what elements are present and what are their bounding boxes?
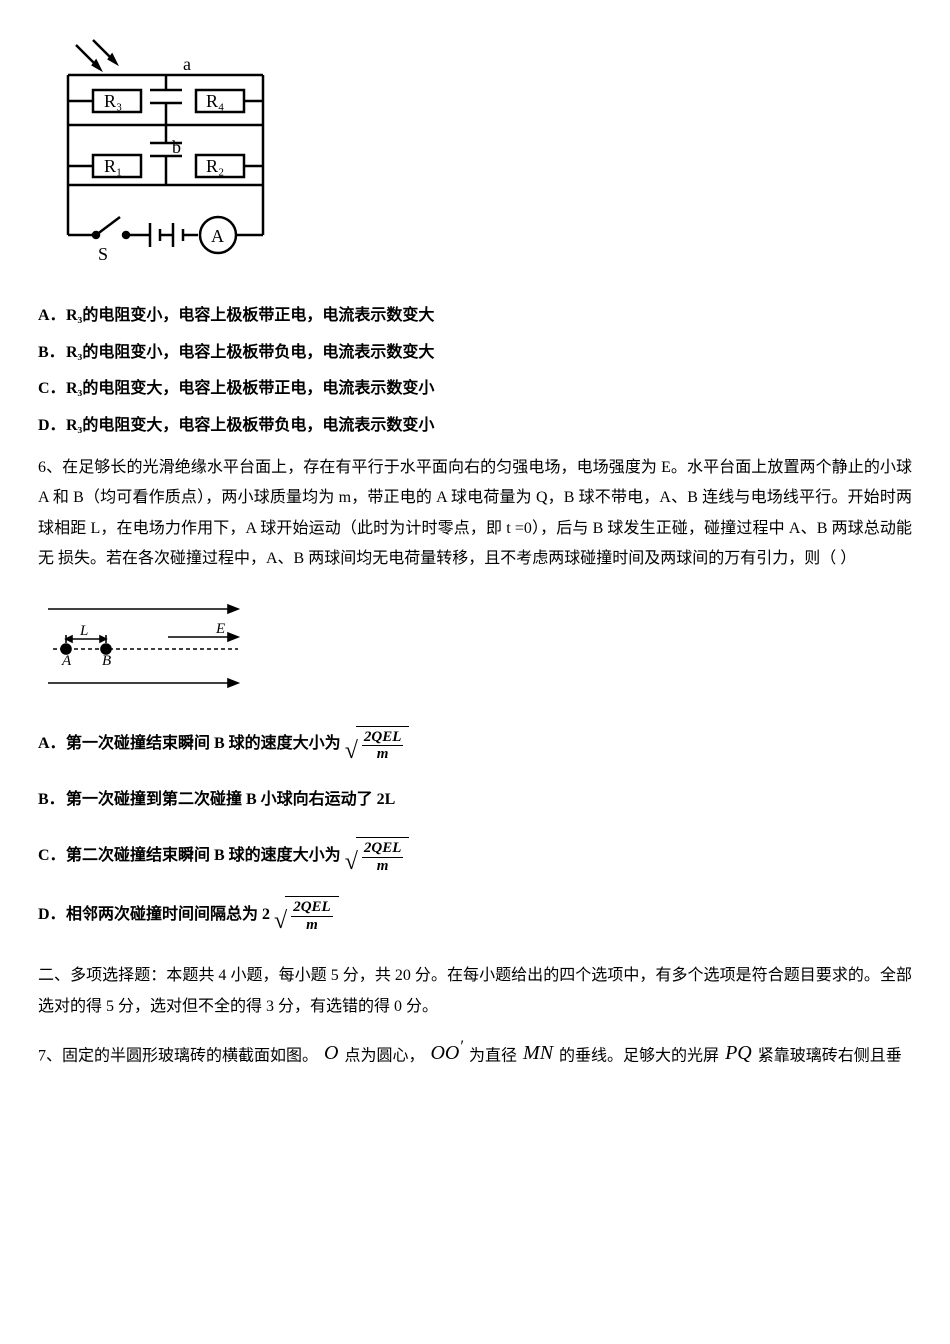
q5-option-a: A．R₃的电阻变小，电容上极板带正电，电流表示数变大 <box>38 301 912 331</box>
q7-O: O <box>324 1042 338 1064</box>
q6-option-d-label: D． <box>38 900 66 930</box>
section-2-heading: 二、多项选择题：本题共 4 小题，每小题 5 分，共 20 分。在每小题给出的四… <box>38 961 912 1022</box>
q7-p4: 紧靠玻璃砖右侧且垂 <box>758 1048 902 1065</box>
q7-OO: OO′ <box>430 1042 463 1064</box>
q6-option-a: A． 第一次碰撞结束瞬间 B 球的速度大小为 √ 2QEL m <box>38 726 912 763</box>
q7-stem: 7、固定的半圆形玻璃砖的横截面如图。 O 点为圆心， OO′ 为直径 MN 的垂… <box>38 1030 912 1072</box>
q5-option-d: D．R₃的电阻变大，电容上极板带负电，电流表示数变小 <box>38 411 912 441</box>
q5-option-d-text: R₃的电阻变大，电容上极板带负电，电流表示数变小 <box>66 417 434 434</box>
q6-option-b-text: 第一次碰撞到第二次碰撞 B 小球向右运动了 2L <box>66 785 395 815</box>
q5-option-d-label: D． <box>38 411 66 441</box>
q6-option-b: B． 第一次碰撞到第二次碰撞 B 小球向右运动了 2L <box>38 785 912 815</box>
q5-option-c: C．R₃的电阻变大，电容上极板带正电，电流表示数变小 <box>38 374 912 404</box>
circuit-diagram: R₃ R₄ R₁ R₂ a b S A <box>38 35 912 276</box>
q6-a-numer: 2QEL <box>362 729 404 747</box>
q5-option-a-label: A． <box>38 301 66 331</box>
q6-d-denom: m <box>304 917 320 934</box>
q6-fig-e: E <box>215 621 225 637</box>
circuit-r4-label: R₄ <box>206 91 224 111</box>
sqrt-expression: √ 2QEL m <box>345 837 410 874</box>
q6-fig-l: L <box>79 623 88 639</box>
q6-option-a-label: A． <box>38 729 66 759</box>
q6-c-numer: 2QEL <box>362 840 404 858</box>
q5-option-b: B．R₃的电阻变小，电容上极板带负电，电流表示数变大 <box>38 338 912 368</box>
q5-option-c-text: R₃的电阻变大，电容上极板带正电，电流表示数变小 <box>66 380 434 397</box>
q6-diagram: L E A B <box>38 593 912 704</box>
q6-option-c: C． 第二次碰撞结束瞬间 B 球的速度大小为 √ 2QEL m <box>38 837 912 874</box>
q6-option-d-prefix: 相邻两次碰撞时间间隔总为 2 <box>66 900 270 930</box>
q6-option-d: D． 相邻两次碰撞时间间隔总为 2 √ 2QEL m <box>38 896 912 933</box>
q6-option-b-label: B． <box>38 785 66 815</box>
q6-option-a-prefix: 第一次碰撞结束瞬间 B 球的速度大小为 <box>66 729 341 759</box>
q6-a-denom: m <box>375 746 391 763</box>
q6-stem: 6、在足够长的光滑绝缘水平台面上，存在有平行于水平面向右的匀强电场，电场强度为 … <box>38 453 912 575</box>
sqrt-expression: √ 2QEL m <box>274 896 339 933</box>
q5-option-c-label: C． <box>38 374 66 404</box>
q7-PQ: PQ <box>725 1042 752 1064</box>
q5-option-b-label: B． <box>38 338 66 368</box>
q6-option-c-prefix: 第二次碰撞结束瞬间 B 球的速度大小为 <box>66 841 341 871</box>
circuit-b-label: b <box>172 137 181 157</box>
sqrt-expression: √ 2QEL m <box>345 726 410 763</box>
q6-fig-b: B <box>102 653 111 669</box>
circuit-r3-label: R₃ <box>104 91 122 111</box>
circuit-r1-label: R₁ <box>104 156 122 176</box>
circuit-ammeter-label: A <box>211 226 224 246</box>
q6-d-numer: 2QEL <box>291 899 333 917</box>
q6-option-c-label: C． <box>38 841 66 871</box>
q5-option-a-text: R₃的电阻变小，电容上极板带正电，电流表示数变大 <box>66 307 434 324</box>
q7-p3: 的垂线。足够大的光屏 <box>559 1048 719 1065</box>
q7-p1: 点为圆心， <box>344 1048 424 1065</box>
q5-option-b-text: R₃的电阻变小，电容上极板带负电，电流表示数变大 <box>66 344 434 361</box>
q7-MN: MN <box>523 1042 553 1064</box>
circuit-s-label: S <box>98 244 108 264</box>
q6-c-denom: m <box>375 858 391 875</box>
circuit-r2-label: R₂ <box>206 156 224 176</box>
q7-prefix: 7、固定的半圆形玻璃砖的横截面如图。 <box>38 1048 318 1065</box>
circuit-a-label: a <box>183 54 191 74</box>
q7-p2: 为直径 <box>469 1048 517 1065</box>
q6-fig-a: A <box>61 653 72 669</box>
